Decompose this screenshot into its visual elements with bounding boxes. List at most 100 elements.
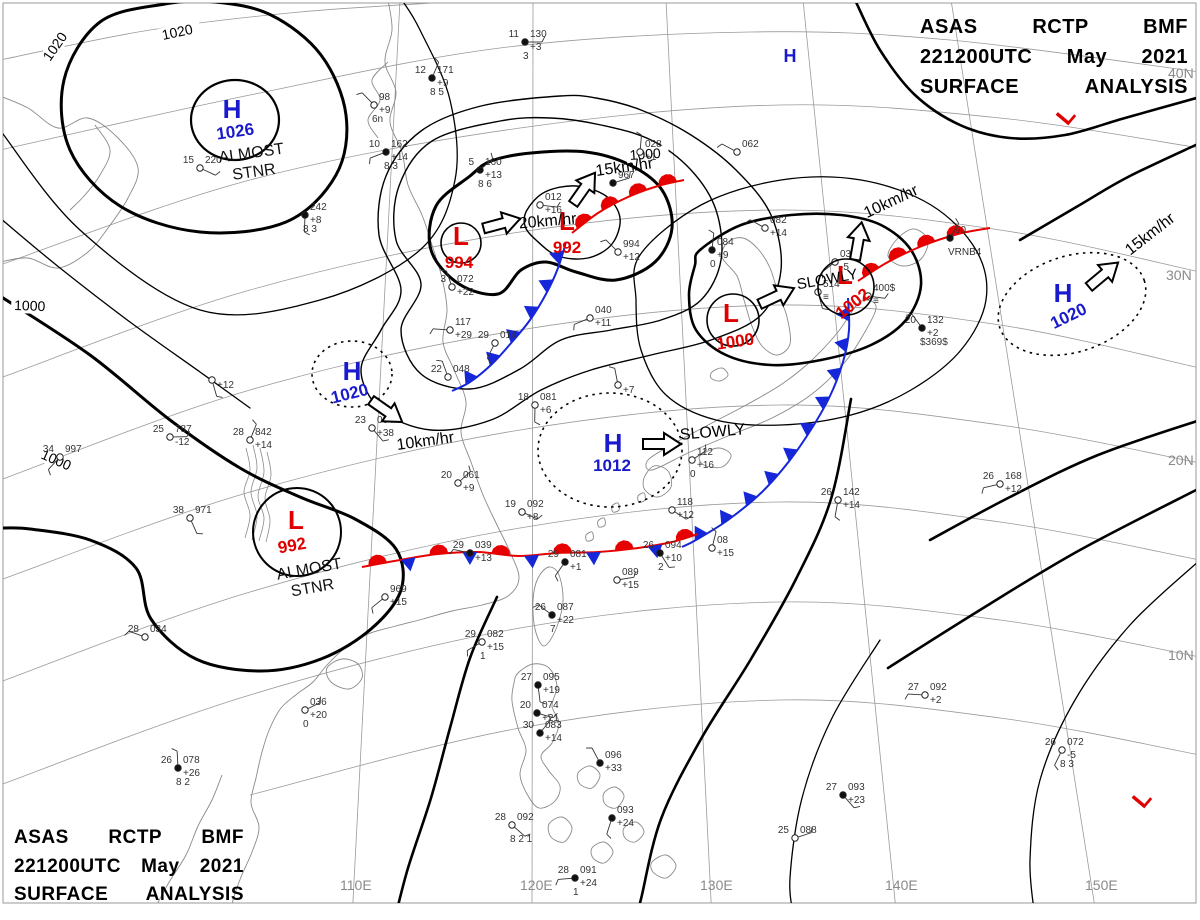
- station-symbol: [733, 148, 741, 156]
- station-plot: 242 +88 3: [301, 202, 327, 236]
- station-tendency: +6: [540, 405, 552, 416]
- station-pressure: 081: [540, 392, 557, 403]
- station-plot: 26 142 +14: [821, 487, 860, 521]
- station-tendency: +12: [1005, 484, 1022, 495]
- coastline: [642, 465, 673, 498]
- isobar-label: 1000: [626, 145, 670, 164]
- pressure-center-enclosure: [997, 251, 1147, 357]
- chart-id: ASAS RCTP BMF: [920, 16, 1188, 38]
- station-pressure: 078: [183, 755, 200, 766]
- station-plot: 25 787 -12: [153, 424, 192, 448]
- station-plot: 12 171 +98 5: [415, 57, 454, 98]
- station-pressure: 971: [195, 505, 212, 516]
- station-pressure: 072: [457, 274, 474, 285]
- station-tendency: +38: [377, 428, 394, 439]
- wind-barb-tick: [744, 219, 751, 224]
- warm-front-marker: [575, 213, 592, 229]
- latitude-label: 30N: [1166, 267, 1192, 283]
- station-pressure: 082: [487, 629, 504, 640]
- wind-barb: [538, 604, 550, 614]
- wind-barb-tick: [906, 313, 913, 316]
- station-symbol: [370, 101, 378, 109]
- wind-barb-tick: [369, 158, 371, 165]
- station-temp: 29: [465, 629, 477, 640]
- wind-barb-tick: [606, 833, 612, 839]
- station-pressure: 092: [930, 682, 947, 693]
- high-center-symbol: H: [223, 94, 242, 124]
- station-plot: 28 842 +14: [233, 419, 272, 451]
- station-tendency: +23: [848, 795, 865, 806]
- station-tendency: +1: [570, 562, 582, 573]
- station-tendency: +14: [843, 500, 860, 511]
- station-temp: 29: [548, 549, 560, 560]
- pressure-center-note: STNR: [231, 161, 277, 184]
- cold-front-marker: [826, 367, 842, 382]
- coastline: [367, 61, 389, 139]
- station-pressure: 093: [848, 782, 865, 793]
- station-low-group: VRNB4: [948, 247, 982, 258]
- chart-type: SURFACE ANALYSIS: [920, 76, 1188, 98]
- station-plot: 22 048: [431, 359, 470, 381]
- station-tendency: +22: [557, 615, 574, 626]
- wind-barb-tick: [215, 171, 221, 176]
- station-pressure: 012: [545, 192, 562, 203]
- station-pressure: 242: [310, 202, 327, 213]
- wind-barb-tick: [371, 607, 374, 614]
- wind-barb-tick: [537, 514, 543, 520]
- isobar-label-bg: [157, 20, 202, 44]
- station-temp: 11: [509, 29, 520, 40]
- station-tendency: +22: [457, 287, 474, 298]
- wind-barb-tick: [668, 566, 676, 568]
- pressure-center-enclosure: [706, 293, 760, 347]
- terrain-hatch: [243, 447, 251, 539]
- parallel-line: [3, 304, 1196, 480]
- station-symbol: [761, 224, 769, 232]
- station-temp: 25: [153, 424, 165, 435]
- station-temp: 38: [173, 505, 185, 516]
- cold-front-marker: [538, 279, 554, 293]
- coastline: [325, 658, 363, 690]
- cold-front-marker: [764, 470, 779, 486]
- station-tendency: +20: [310, 710, 327, 721]
- isobar: [633, 176, 988, 426]
- station-plot: 5 160 +138 6: [468, 152, 502, 190]
- cold-front-marker: [647, 544, 663, 559]
- wind-barb: [537, 688, 541, 702]
- wind-barb-tick: [252, 419, 257, 425]
- station-low-group: 8 3: [303, 224, 317, 235]
- station-pressure: 094: [665, 540, 682, 551]
- wind-barb-tick: [468, 465, 471, 472]
- station-plot: 29 039 +13: [449, 540, 492, 564]
- front-warm: [857, 227, 991, 282]
- wind-barb: [694, 450, 707, 459]
- station-low-group: 8 2: [176, 777, 190, 788]
- wind-barb-tick: [822, 307, 829, 311]
- station-tendency: +24: [580, 878, 597, 889]
- station-plot: 27 095 +19: [521, 672, 560, 705]
- station-temp: 30: [523, 720, 535, 731]
- warm-front-marker: [917, 234, 936, 248]
- cold-front-marker: [464, 370, 478, 386]
- station-tendency: +9: [717, 250, 729, 261]
- pressure-center-enclosure: [311, 340, 393, 408]
- motion-arrow: [1084, 261, 1120, 293]
- station-pressure: 039: [475, 540, 492, 551]
- station-pressure: 096: [605, 750, 622, 761]
- motion-arrow: [567, 171, 597, 209]
- station-pressure: 168: [1005, 471, 1022, 482]
- station-symbol: [536, 201, 544, 209]
- station-plot: 19 092 +8: [505, 499, 544, 523]
- station-pressure: 095: [543, 672, 560, 683]
- station-plot: 26 078 +268 2: [161, 748, 200, 788]
- wind-barb: [558, 877, 572, 880]
- station-tendency: +3: [530, 42, 542, 53]
- station-temp: 19: [505, 499, 517, 510]
- chart-type: SURFACE ANALYSIS: [14, 884, 244, 905]
- wind-barb-tick: [440, 269, 447, 272]
- pressure-center-value: 1012: [593, 456, 631, 475]
- isobar-label: 1000: [10, 297, 54, 315]
- high-center-symbol: H: [1054, 278, 1073, 308]
- station-pressure: 787: [175, 424, 192, 435]
- motion-arrow: [845, 220, 872, 262]
- isobar: [393, 116, 723, 390]
